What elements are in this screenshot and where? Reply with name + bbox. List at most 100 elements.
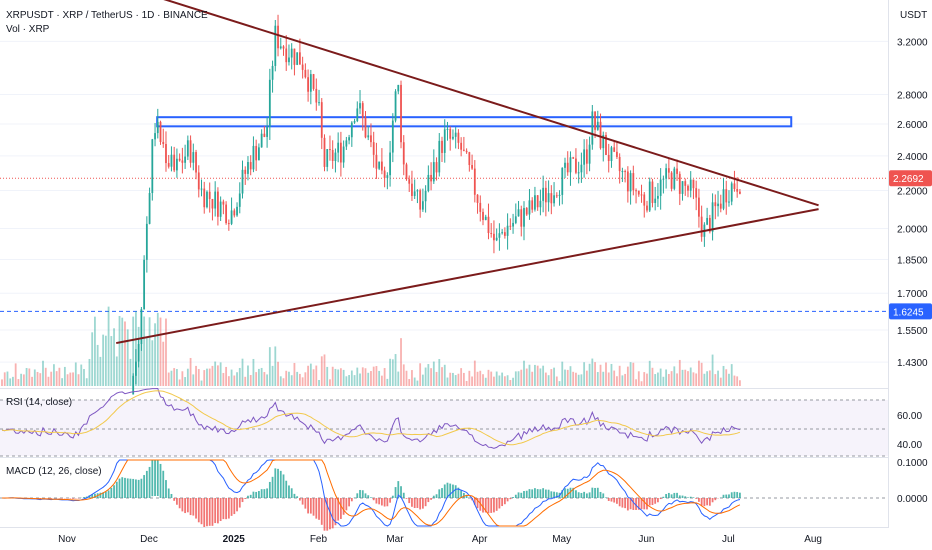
macd-bar bbox=[129, 478, 132, 498]
macd-bar bbox=[184, 498, 187, 514]
candle-body bbox=[572, 157, 575, 159]
volume-bar bbox=[566, 369, 569, 386]
volume-bar bbox=[244, 376, 247, 386]
macd-bar bbox=[167, 488, 170, 498]
volume-bar bbox=[58, 367, 61, 386]
volume-bar bbox=[99, 356, 102, 386]
macd-bar bbox=[689, 496, 692, 498]
volume-bar bbox=[282, 378, 285, 386]
volume-bar bbox=[424, 367, 427, 386]
candle-body bbox=[181, 160, 184, 163]
macd-bar bbox=[173, 498, 176, 501]
volume-bar bbox=[307, 365, 309, 386]
macd-bar bbox=[99, 492, 102, 498]
volume-bar bbox=[195, 365, 197, 386]
macd-bar bbox=[665, 494, 668, 498]
macd-bar bbox=[282, 474, 285, 498]
macd-bar bbox=[318, 498, 320, 520]
volume-bar bbox=[353, 375, 356, 386]
volume-bar bbox=[689, 367, 692, 386]
macd-bar bbox=[301, 498, 304, 505]
volume-bar bbox=[651, 367, 654, 386]
candle-body bbox=[230, 210, 233, 224]
volume-bar bbox=[203, 370, 206, 386]
volume-bar bbox=[47, 376, 50, 386]
volume-bar bbox=[266, 374, 269, 386]
volume-bar bbox=[236, 372, 238, 386]
macd-bar bbox=[367, 495, 370, 498]
macd-bar bbox=[189, 498, 192, 516]
candle-body bbox=[263, 133, 266, 137]
volume-bar bbox=[427, 364, 430, 386]
trendline-descending bbox=[163, 0, 819, 207]
macd-bar bbox=[312, 498, 315, 516]
candle-body bbox=[389, 152, 391, 176]
macd-bar bbox=[405, 498, 408, 499]
candle-body bbox=[211, 198, 214, 209]
volume-bar bbox=[208, 368, 211, 386]
volume-bar bbox=[514, 371, 517, 386]
macd-bar bbox=[389, 498, 391, 503]
volume-bar bbox=[626, 366, 629, 386]
volume-bar bbox=[506, 375, 509, 386]
candle-body bbox=[566, 162, 569, 173]
candle-body bbox=[309, 74, 312, 92]
macd-bar bbox=[555, 492, 558, 498]
macd-bar bbox=[249, 494, 252, 498]
macd-bar bbox=[391, 495, 394, 498]
macd-bar bbox=[673, 492, 676, 498]
macd-bar bbox=[233, 498, 236, 515]
volume-bar bbox=[326, 366, 329, 386]
candle-body bbox=[217, 191, 219, 217]
macd-bar bbox=[416, 498, 419, 508]
candle-body bbox=[318, 102, 320, 104]
candle-body bbox=[575, 158, 577, 173]
candle-body bbox=[430, 174, 432, 182]
volume-bar bbox=[665, 369, 668, 386]
macd-bar bbox=[443, 484, 446, 498]
candle-body bbox=[558, 194, 561, 196]
volume-bar bbox=[14, 363, 17, 386]
macd-bar bbox=[572, 487, 575, 498]
volume-bar bbox=[63, 366, 66, 386]
candle-body bbox=[222, 201, 225, 205]
volume-bar bbox=[25, 367, 28, 386]
volume-bar bbox=[646, 373, 648, 386]
macd-bar bbox=[692, 497, 695, 498]
macd-bar bbox=[561, 490, 564, 498]
volume-bar bbox=[260, 367, 263, 386]
volume-bar bbox=[408, 379, 411, 386]
volume-label: Vol · XRP bbox=[6, 24, 50, 35]
volume-bar bbox=[247, 365, 249, 386]
macd-bar bbox=[298, 498, 301, 501]
volume-bar bbox=[717, 370, 719, 386]
candle-body bbox=[525, 207, 528, 215]
volume-bar bbox=[312, 369, 315, 386]
volume-bar bbox=[44, 367, 47, 386]
volume-bar bbox=[495, 371, 498, 386]
candle-body bbox=[711, 202, 714, 232]
macd-bar bbox=[520, 492, 523, 498]
macd-bar bbox=[211, 498, 214, 526]
macd-bar bbox=[659, 498, 662, 500]
volume-bar bbox=[676, 373, 678, 386]
candle-body bbox=[424, 190, 427, 202]
candle-body bbox=[156, 121, 159, 134]
candle-body bbox=[159, 121, 162, 142]
macd-bar bbox=[730, 492, 733, 498]
macd-label: MACD (12, 26, close) bbox=[6, 466, 102, 477]
candle-body bbox=[580, 164, 583, 173]
volume-bar bbox=[277, 361, 279, 386]
macd-bar bbox=[361, 490, 364, 498]
candle-body bbox=[621, 171, 624, 173]
macd-bar bbox=[643, 498, 646, 510]
macd-bar bbox=[219, 498, 222, 522]
macd-bar bbox=[596, 487, 599, 498]
candle-body bbox=[214, 191, 217, 209]
macd-bar bbox=[102, 492, 105, 498]
candle-body bbox=[692, 179, 695, 189]
candle-body bbox=[162, 141, 165, 145]
macd-bar bbox=[441, 488, 443, 498]
candle-body bbox=[200, 188, 203, 190]
